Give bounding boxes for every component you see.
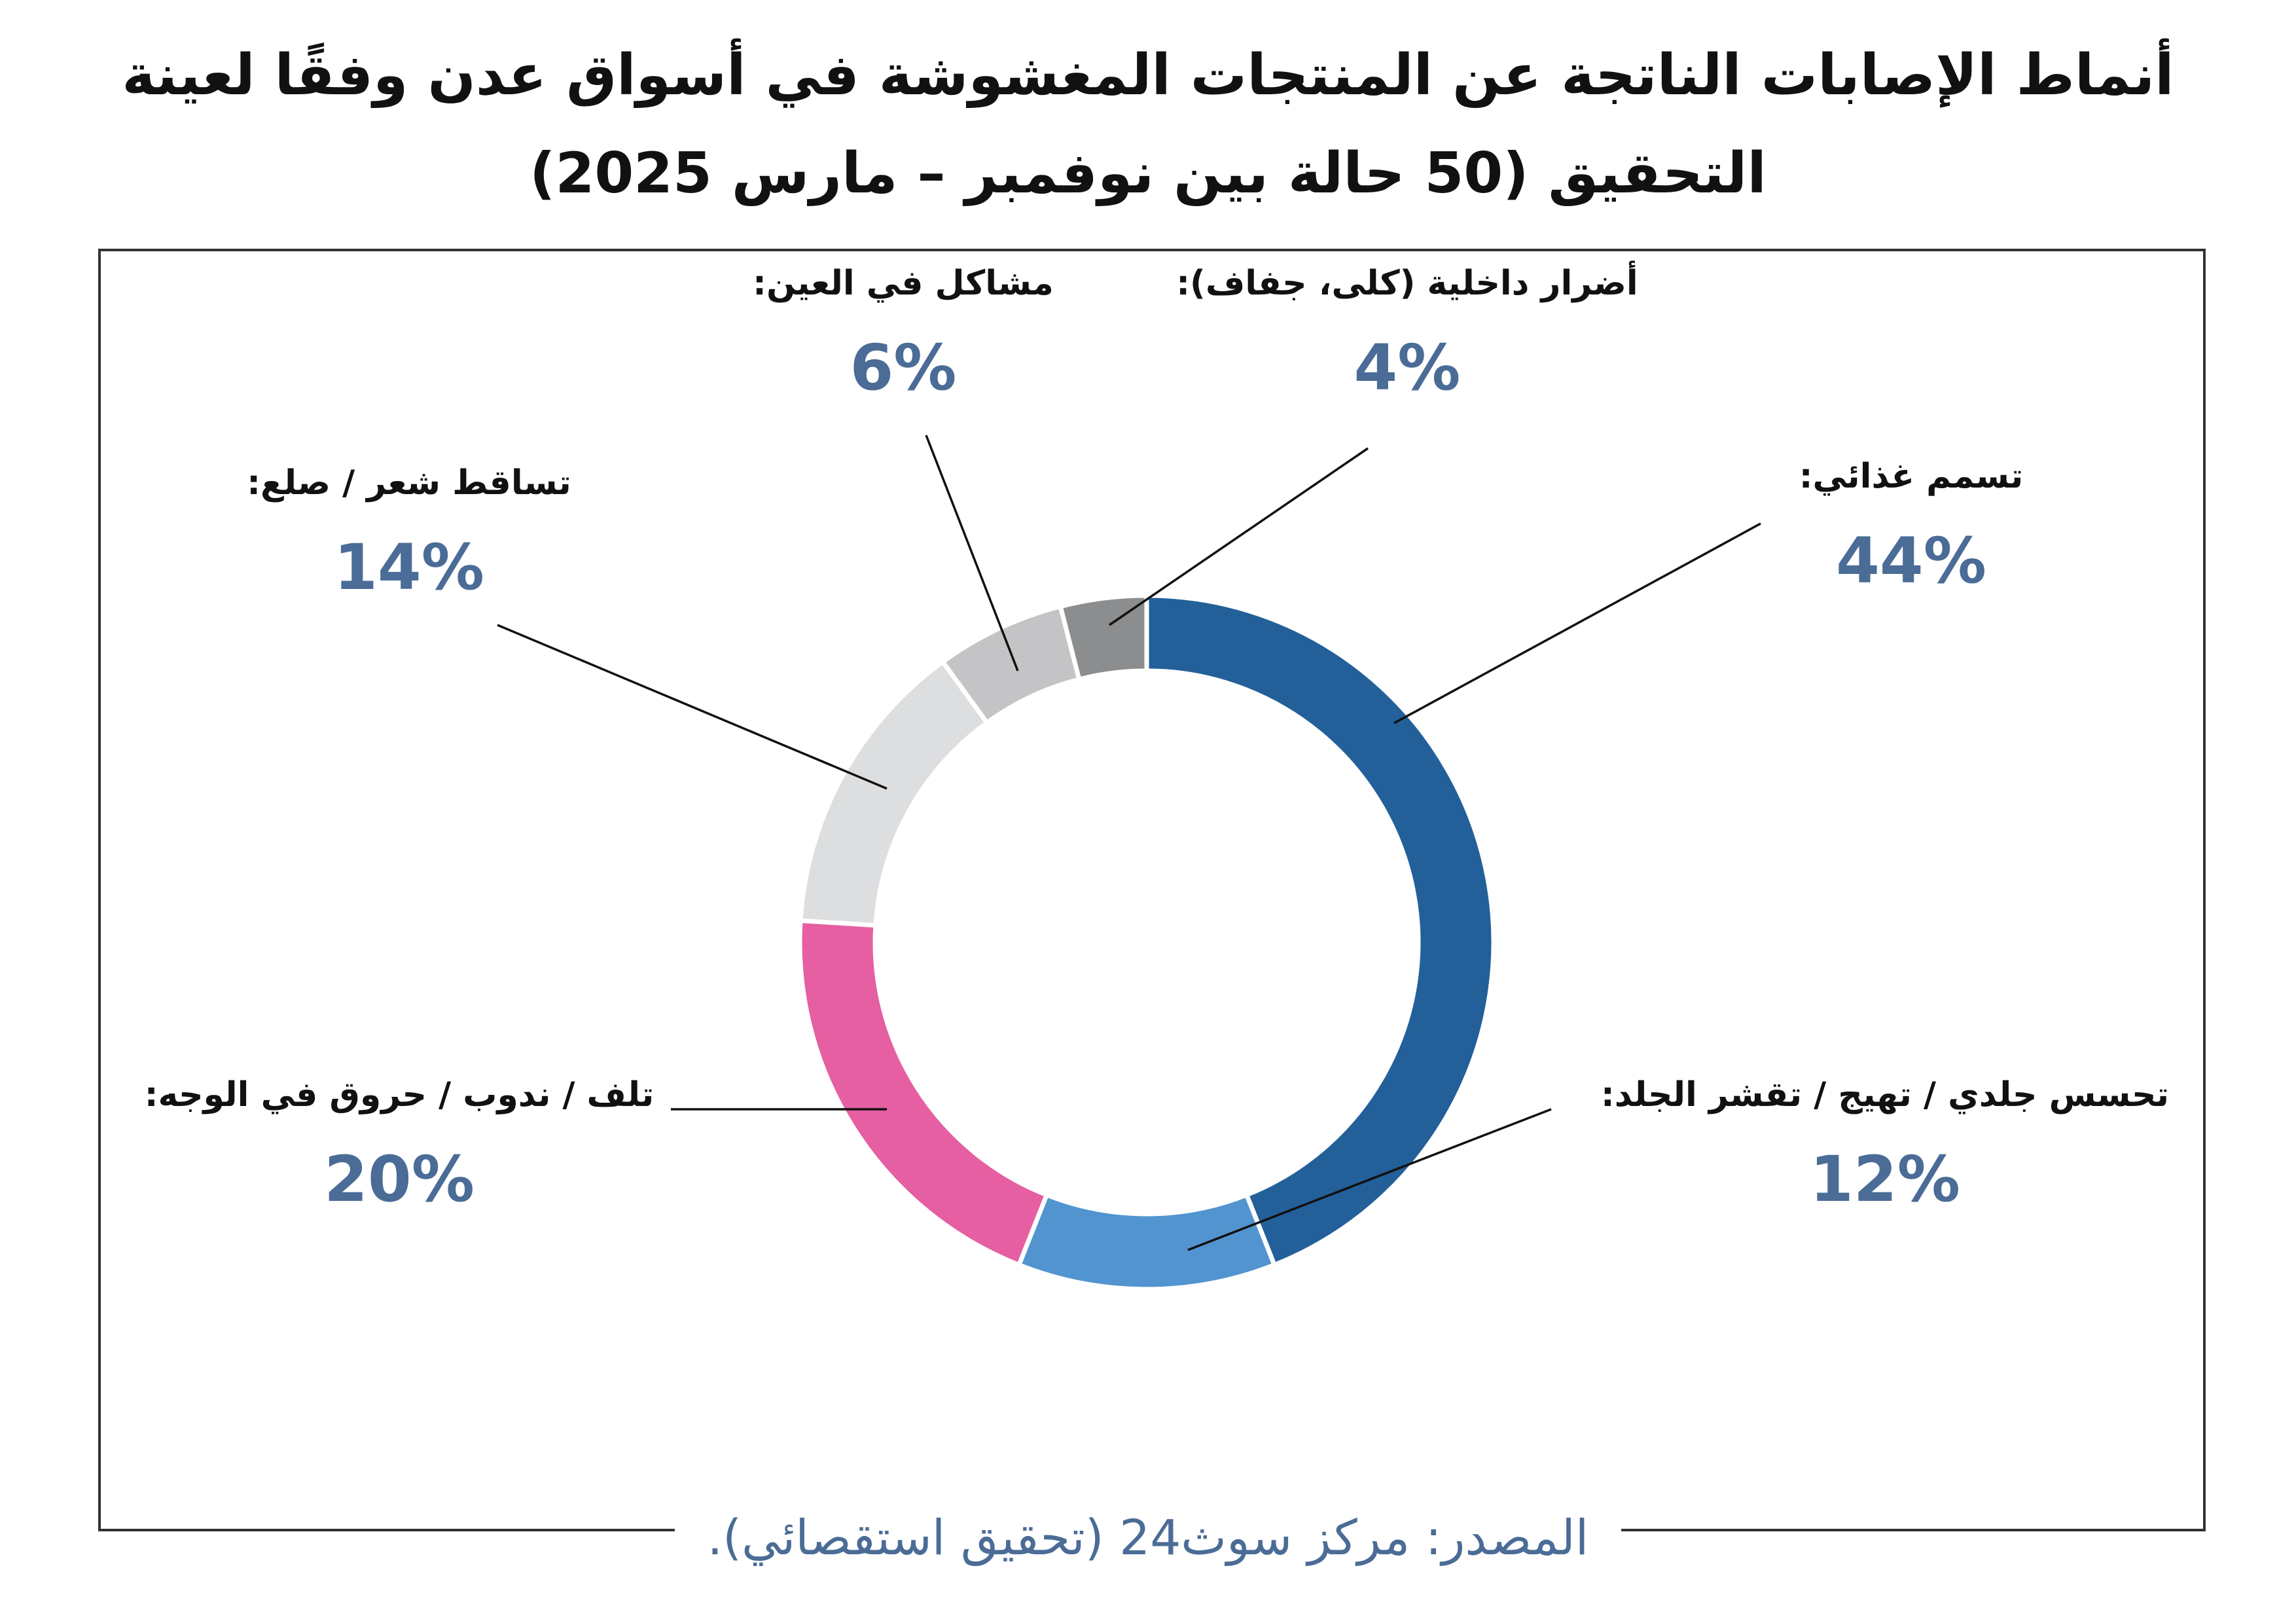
donut-slice-3 bbox=[797, 918, 1050, 1268]
chart-title: أنماط الإصابات الناتجة عن المنتجات المغش… bbox=[98, 26, 2198, 223]
slice-value-6: 4% bbox=[1354, 331, 1461, 404]
slice-label-1: تسمم غذائي: bbox=[1799, 457, 2024, 496]
leader-line-1 bbox=[1393, 522, 1761, 724]
donut-slice-6 bbox=[1057, 593, 1149, 683]
slice-value-3: 20% bbox=[324, 1143, 475, 1216]
donut-slice-1 bbox=[1144, 593, 1496, 1268]
slice-labels: تسمم غذائي: 44% تحسس جلدي / تهيج / تقشر ال… bbox=[145, 260, 2169, 1216]
leader-line-4 bbox=[497, 624, 888, 790]
slice-value-1: 44% bbox=[1836, 524, 1986, 597]
leader-line-6 bbox=[1109, 447, 1369, 626]
slice-value-4: 14% bbox=[334, 531, 484, 604]
donut-slice-4 bbox=[798, 658, 990, 928]
slice-value-5: 6% bbox=[850, 331, 957, 404]
slice-label-4: تساقط شعر / صلع: bbox=[247, 463, 571, 503]
slice-value-2: 12% bbox=[1810, 1143, 1960, 1216]
donut-slice-2 bbox=[1016, 1192, 1278, 1292]
chart-title-line-1: أنماط الإصابات الناتجة عن المنتجات المغش… bbox=[122, 43, 2174, 108]
leader-lines bbox=[497, 435, 1761, 1251]
chart-title-line-2: التحقيق (50 حالة بين نوفمبر – مارس 2025) bbox=[529, 141, 1767, 206]
leader-line-2 bbox=[1187, 1108, 1552, 1251]
leader-line-5 bbox=[925, 435, 1019, 671]
donut-slices bbox=[797, 593, 1496, 1292]
slice-label-6: أضرار داخلية (كلى، جفاف): bbox=[1176, 260, 1638, 303]
slice-label-3: تلف / ندوب / حروق في الوجه: bbox=[145, 1075, 654, 1115]
slice-label-5: مشاكل في العين: bbox=[753, 264, 1054, 303]
slice-label-2: تحسس جلدي / تهيج / تقشر الجلد: bbox=[1601, 1075, 2169, 1115]
